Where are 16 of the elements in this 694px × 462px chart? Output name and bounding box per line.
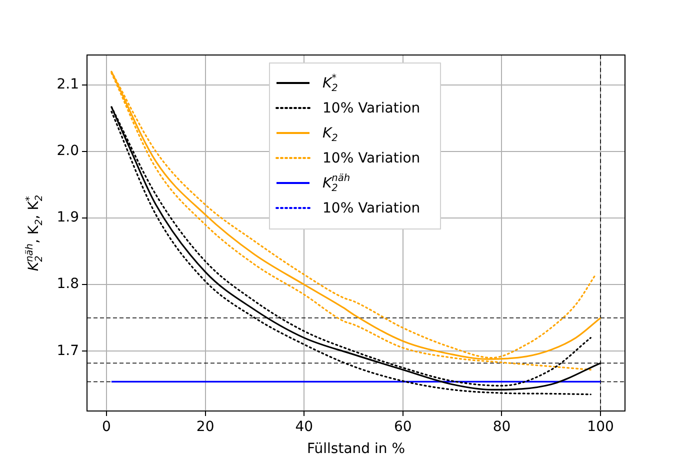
x-tick-label: 60 <box>394 419 412 436</box>
y-axis-title: K2näh, K2, K2* <box>24 194 46 272</box>
legend-label: 10% Variation <box>322 100 420 117</box>
x-tick-label: 40 <box>295 419 314 436</box>
y-tick-label: 1.9 <box>56 210 79 226</box>
y-tick-label: 1.7 <box>56 342 79 359</box>
y-tick-label: 2.1 <box>56 76 79 93</box>
legend-label: 10% Variation <box>322 150 420 167</box>
x-tick-label: 0 <box>102 419 111 436</box>
x-tick-label: 20 <box>196 419 214 436</box>
x-tick-label: 80 <box>492 419 511 436</box>
legend-label: 10% Variation <box>322 200 420 217</box>
y-tick-label: 2.0 <box>56 143 79 160</box>
y-tick-label: 1.8 <box>56 276 79 292</box>
x-axis-title: Füllstand in % <box>306 441 406 458</box>
x-tick-label: 100 <box>587 419 614 436</box>
